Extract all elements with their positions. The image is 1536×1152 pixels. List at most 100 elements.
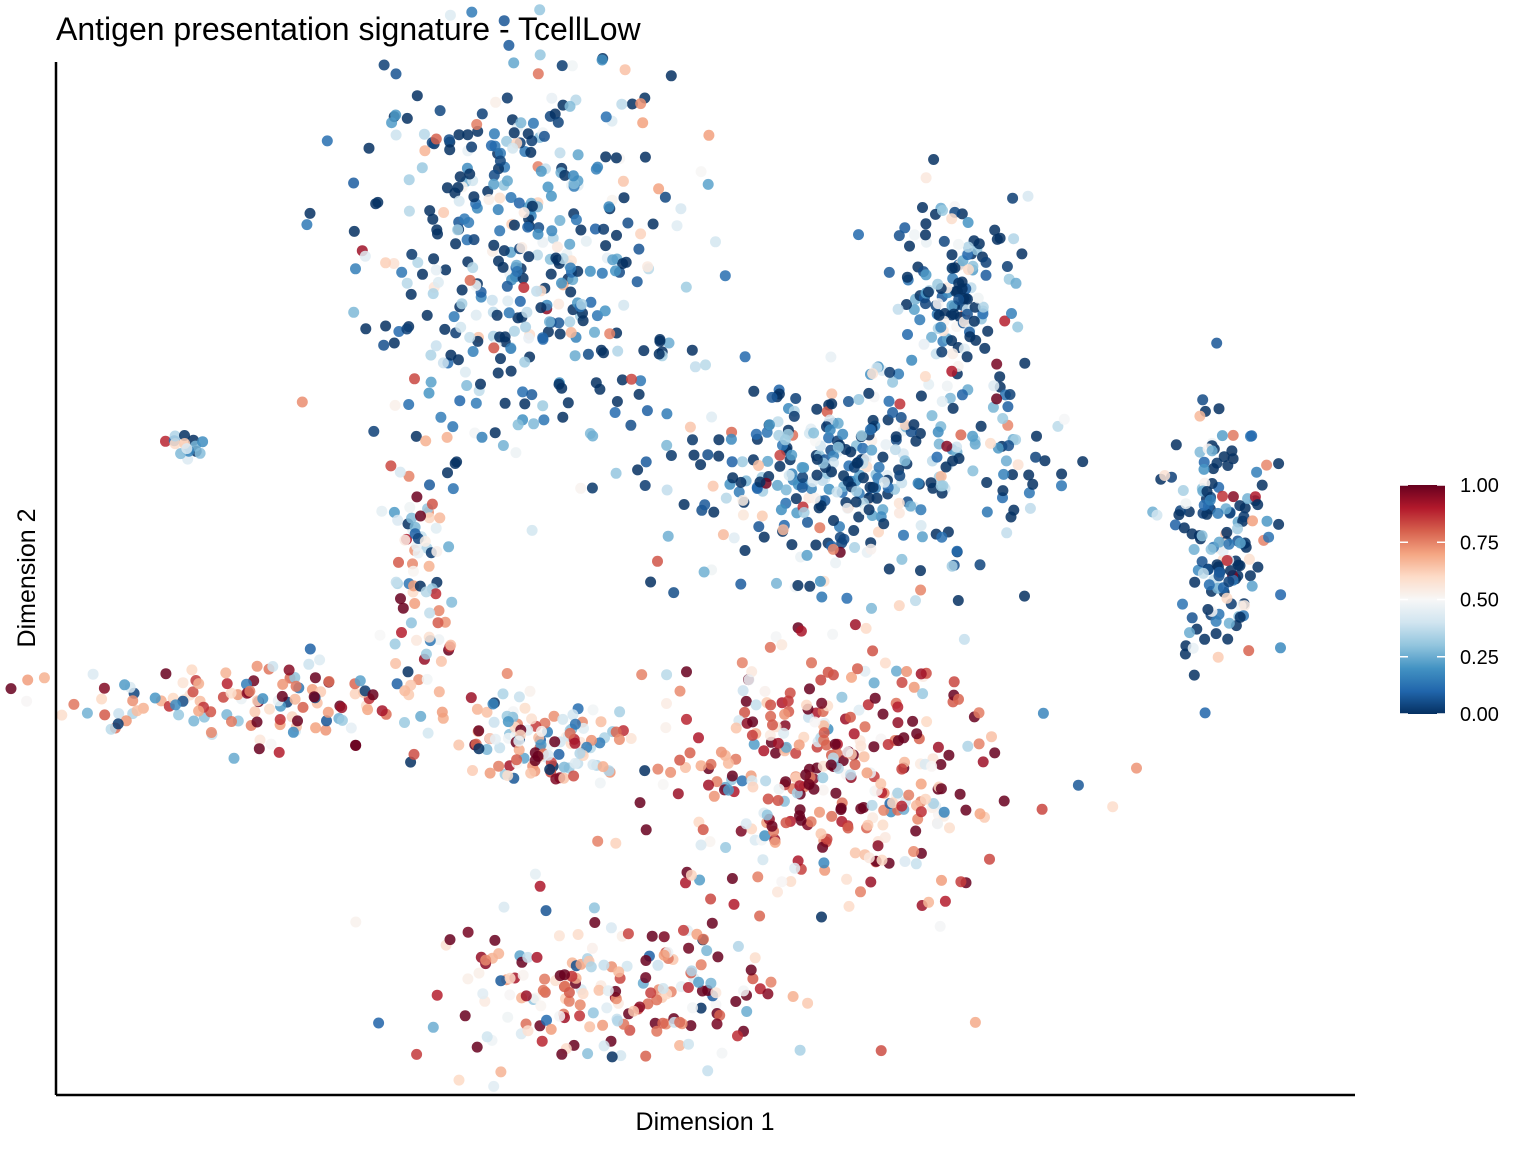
data-point <box>748 738 760 750</box>
data-point <box>1019 357 1031 369</box>
data-point <box>866 602 877 614</box>
data-point <box>310 722 322 734</box>
data-point <box>505 365 517 377</box>
data-point <box>1194 410 1206 422</box>
data-point <box>831 486 843 498</box>
data-point <box>765 699 777 711</box>
data-point <box>395 593 406 605</box>
data-point <box>1003 440 1015 452</box>
data-point <box>435 411 447 423</box>
data-point <box>160 435 171 447</box>
data-point <box>598 223 610 235</box>
data-point <box>546 92 558 104</box>
data-point <box>749 952 761 964</box>
data-point <box>462 973 474 985</box>
data-point <box>633 243 645 255</box>
data-point <box>638 345 650 357</box>
data-point <box>447 421 459 433</box>
data-point <box>936 531 948 543</box>
data-point <box>1261 459 1273 471</box>
data-point <box>790 393 802 404</box>
data-point <box>849 542 861 553</box>
data-point <box>753 521 765 533</box>
data-point <box>661 408 673 420</box>
data-point <box>846 671 857 683</box>
data-point <box>1205 543 1217 555</box>
data-point <box>901 271 913 283</box>
data-point <box>511 754 523 766</box>
data-point <box>980 269 992 281</box>
data-point <box>616 374 628 386</box>
data-point <box>249 706 261 718</box>
data-point <box>855 740 867 752</box>
data-point <box>911 728 923 740</box>
data-point <box>462 129 474 141</box>
data-point <box>738 985 750 997</box>
data-point <box>558 772 570 784</box>
data-point <box>519 702 531 714</box>
data-point <box>792 580 804 591</box>
data-point <box>87 668 99 680</box>
data-point <box>982 325 994 337</box>
data-point <box>720 842 732 853</box>
data-point <box>277 678 289 690</box>
data-point <box>314 654 326 666</box>
points-layer <box>5 4 1287 1092</box>
data-point <box>276 690 288 702</box>
data-point <box>899 222 911 234</box>
data-point <box>569 718 581 730</box>
data-point <box>422 727 434 739</box>
data-point <box>604 328 616 340</box>
data-point <box>513 197 525 209</box>
data-point <box>685 1020 697 1032</box>
data-point <box>452 182 464 193</box>
data-point <box>494 192 506 204</box>
data-point <box>501 175 513 187</box>
data-point <box>793 739 805 751</box>
data-point <box>877 708 889 720</box>
data-point <box>702 178 714 190</box>
data-point <box>843 396 854 407</box>
data-point <box>595 716 607 728</box>
data-point <box>849 759 861 771</box>
data-point <box>739 706 751 718</box>
colorbar-tick-label: 0.00 <box>1460 704 1499 726</box>
data-point <box>481 744 493 755</box>
data-point <box>661 698 672 709</box>
data-point <box>863 504 875 516</box>
data-point <box>546 225 558 237</box>
data-point <box>646 930 658 942</box>
data-point <box>390 658 402 669</box>
data-point <box>553 748 565 760</box>
data-point <box>170 699 182 711</box>
data-point <box>920 298 931 310</box>
data-point <box>780 776 792 788</box>
data-point <box>594 737 606 749</box>
data-point <box>896 800 908 812</box>
data-point <box>568 770 580 782</box>
data-point <box>814 575 826 587</box>
data-point <box>1188 669 1200 681</box>
data-point <box>502 295 514 307</box>
data-point <box>680 762 691 773</box>
data-point <box>661 669 673 681</box>
data-point <box>494 155 506 167</box>
data-point <box>801 549 813 561</box>
data-point <box>1180 498 1192 510</box>
data-point <box>783 469 795 481</box>
data-point <box>713 450 725 462</box>
data-point <box>585 296 597 308</box>
data-point <box>501 280 513 292</box>
data-point <box>774 460 786 472</box>
data-point <box>640 456 652 468</box>
data-point <box>951 545 963 557</box>
data-point <box>912 477 924 489</box>
data-point <box>488 716 500 728</box>
data-point <box>1210 628 1222 640</box>
data-point <box>802 516 813 528</box>
data-point <box>944 822 955 834</box>
data-point <box>654 334 666 345</box>
data-point <box>728 532 740 544</box>
data-point <box>640 972 652 984</box>
data-point <box>948 676 960 688</box>
